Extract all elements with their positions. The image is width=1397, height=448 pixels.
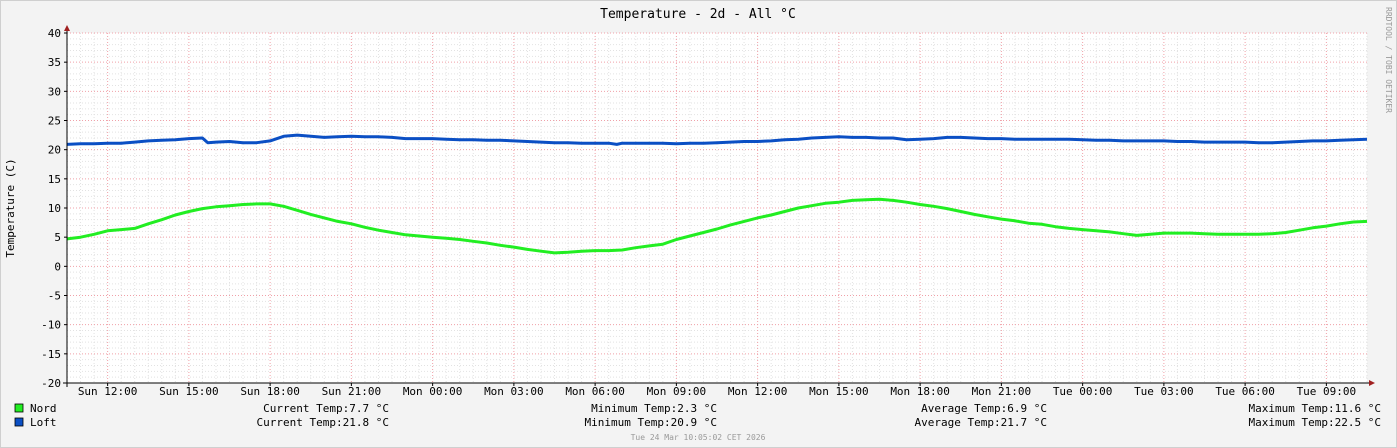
chart-title: Temperature - 2d - All °C <box>600 7 796 22</box>
y-tick-label: -15 <box>41 348 61 361</box>
y-tick-label: -20 <box>41 377 61 390</box>
y-tick-label: 40 <box>48 27 61 40</box>
x-tick-label: Tue 06:00 <box>1215 385 1275 398</box>
watermark: RRDTOOL / TOBI OETIKER <box>1384 7 1393 113</box>
legend-current-nord: Current Temp:7.7 °C <box>263 402 389 415</box>
legend-minimum-loft: Minimum Temp:20.9 °C <box>585 416 717 429</box>
series-line-loft <box>66 133 1368 146</box>
legend-swatch-nord <box>14 403 24 413</box>
x-tick-label: Sun 21:00 <box>322 385 382 398</box>
x-axis-arrow <box>1369 380 1375 386</box>
x-tick-label: Tue 00:00 <box>1053 385 1113 398</box>
series-line-nord <box>66 197 1368 255</box>
x-tick-label: Mon 12:00 <box>728 385 788 398</box>
x-tick-label: Mon 09:00 <box>647 385 707 398</box>
y-tick-label: -5 <box>48 290 61 303</box>
y-tick-label: 30 <box>48 85 61 98</box>
y-tick-label: -10 <box>41 319 61 332</box>
x-tick-label: Tue 09:00 <box>1297 385 1357 398</box>
y-tick-label: 20 <box>48 144 61 157</box>
legend-maximum-nord: Maximum Temp:11.6 °C <box>1249 402 1381 415</box>
x-tick-label: Mon 00:00 <box>403 385 463 398</box>
x-tick-label: Tue 03:00 <box>1134 385 1194 398</box>
x-tick-label: Sun 18:00 <box>240 385 300 398</box>
legend-swatch-loft <box>14 417 24 427</box>
y-axis-label: Temperature (C) <box>4 158 17 257</box>
footer-timestamp: Tue 24 Mar 10:05:02 CET 2026 <box>631 433 766 442</box>
legend-average-loft: Average Temp:21.7 °C <box>915 416 1047 429</box>
legend-name-loft: Loft <box>30 416 57 429</box>
x-tick-label: Mon 18:00 <box>890 385 950 398</box>
x-tick-label: Mon 21:00 <box>972 385 1032 398</box>
x-tick-label: Mon 06:00 <box>565 385 625 398</box>
y-tick-label: 25 <box>48 115 61 128</box>
legend-minimum-nord: Minimum Temp:2.3 °C <box>591 402 717 415</box>
x-tick-label: Mon 15:00 <box>809 385 869 398</box>
x-tick-label: Mon 03:00 <box>484 385 544 398</box>
legend-current-loft: Current Temp:21.8 °C <box>257 416 389 429</box>
y-tick-label: 10 <box>48 202 61 215</box>
y-tick-label: 0 <box>54 260 61 273</box>
x-tick-label: Sun 15:00 <box>159 385 219 398</box>
legend-name-nord: Nord <box>30 402 57 415</box>
y-tick-label: 15 <box>48 173 61 186</box>
legend-average-nord: Average Temp:6.9 °C <box>921 402 1047 415</box>
y-axis-arrow <box>64 25 70 31</box>
y-tick-label: 35 <box>48 56 61 69</box>
x-tick-label: Sun 12:00 <box>78 385 138 398</box>
legend-maximum-loft: Maximum Temp:22.5 °C <box>1249 416 1381 429</box>
y-tick-label: 5 <box>54 231 61 244</box>
